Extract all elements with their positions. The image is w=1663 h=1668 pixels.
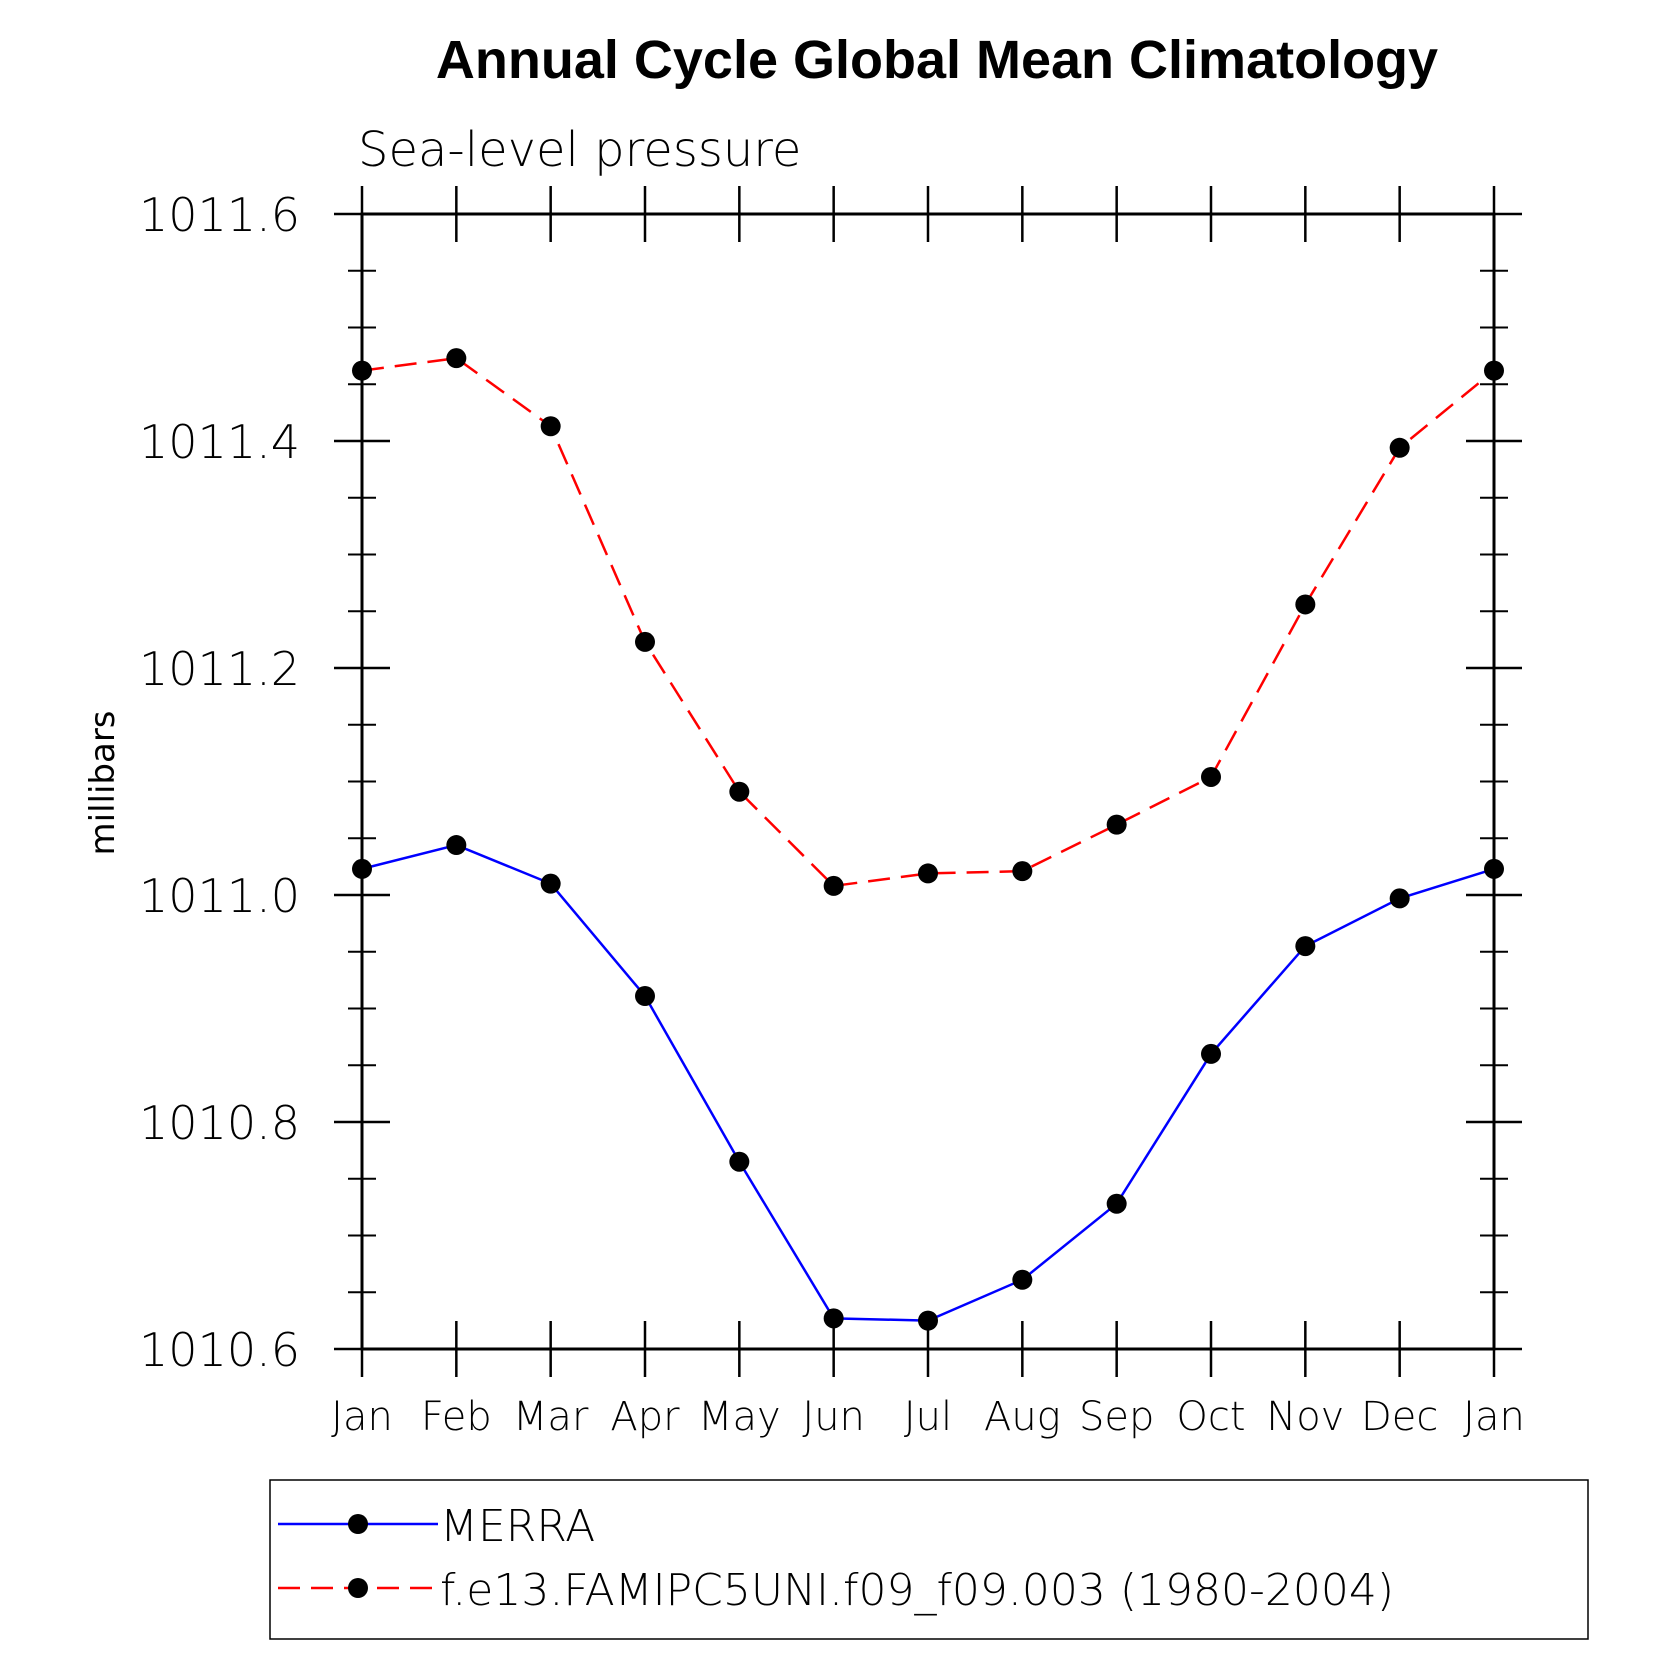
data-point — [1106, 1193, 1127, 1214]
data-point — [1201, 766, 1221, 787]
x-tick-label: Oct — [1176, 1394, 1245, 1440]
y-tick-label: 1010.8 — [139, 1096, 300, 1150]
legend-label: MERRA — [440, 1501, 595, 1552]
x-tick-label: Apr — [610, 1394, 680, 1440]
x-tick-label: May — [698, 1394, 781, 1440]
axis-ticks — [334, 186, 1522, 1377]
data-point — [1484, 360, 1504, 381]
data-point — [823, 875, 844, 896]
data-point — [635, 986, 655, 1007]
data-point — [1106, 814, 1127, 835]
data-point — [1012, 861, 1033, 882]
x-tick-label: Nov — [1266, 1394, 1344, 1440]
y-tick-label: 1011.2 — [139, 642, 300, 696]
data-point — [1484, 858, 1504, 879]
x-tick-label: Mar — [513, 1394, 589, 1440]
data-point — [352, 360, 372, 381]
data-point — [635, 631, 655, 652]
data-point — [918, 1310, 938, 1331]
legend-marker — [348, 1514, 368, 1534]
data-point — [729, 1151, 750, 1172]
chart-title: Annual Cycle Global Mean Climatology — [436, 30, 1438, 90]
legend-label: f.e13.FAMIPC5UNI.f09_f09.003 (1980-2004) — [440, 1565, 1394, 1616]
plot-frame — [360, 212, 1496, 1351]
y-tick-label: 1010.6 — [139, 1323, 300, 1377]
data-point — [1389, 437, 1410, 458]
data-point — [1012, 1269, 1033, 1290]
y-axis-label: millibars — [83, 710, 123, 855]
y-tick-labels: 1010.6 1010.8 1011.0 1011.2 1011.4 1011.6 — [139, 188, 300, 1377]
data-point — [1295, 594, 1316, 615]
series-layer — [352, 348, 1504, 1331]
data-point — [446, 348, 467, 369]
y-tick-label: 1011.0 — [139, 869, 300, 923]
data-point — [1295, 936, 1316, 957]
series-merra — [352, 835, 1504, 1331]
chart-subtitle: Sea-level pressure — [358, 122, 801, 178]
legend-marker — [348, 1578, 368, 1598]
y-tick-label: 1011.6 — [139, 188, 300, 242]
series-line — [361, 843, 1495, 1322]
x-tick-label: Jun — [802, 1394, 865, 1440]
series-line — [361, 356, 1495, 888]
x-tick-label: Feb — [421, 1394, 492, 1440]
data-point — [540, 416, 561, 437]
data-point — [1201, 1043, 1221, 1064]
y-tick-label: 1011.4 — [139, 415, 300, 469]
x-tick-label: Sep — [1079, 1394, 1154, 1440]
legend: MERRA f.e13.FAMIPC5UNI.f09_f09.003 (1980-… — [278, 1501, 1394, 1616]
x-tick-label: Jul — [904, 1394, 952, 1440]
x-tick-labels: Jan Feb Mar Apr May Jun Jul Aug Sep Oct Nov Dec Jan — [331, 1394, 1525, 1440]
legend-box — [269, 1479, 1589, 1640]
x-tick-label: Aug — [984, 1394, 1061, 1440]
data-point — [352, 858, 372, 879]
data-point — [540, 873, 561, 894]
data-point — [729, 781, 750, 802]
x-tick-label: Dec — [1361, 1394, 1438, 1440]
x-tick-label: Jan — [331, 1394, 393, 1440]
data-point — [446, 835, 467, 856]
series-model — [352, 348, 1504, 896]
data-point — [1389, 888, 1410, 909]
data-point — [823, 1308, 844, 1329]
x-tick-label: Jan — [1463, 1394, 1525, 1440]
data-point — [918, 863, 938, 884]
